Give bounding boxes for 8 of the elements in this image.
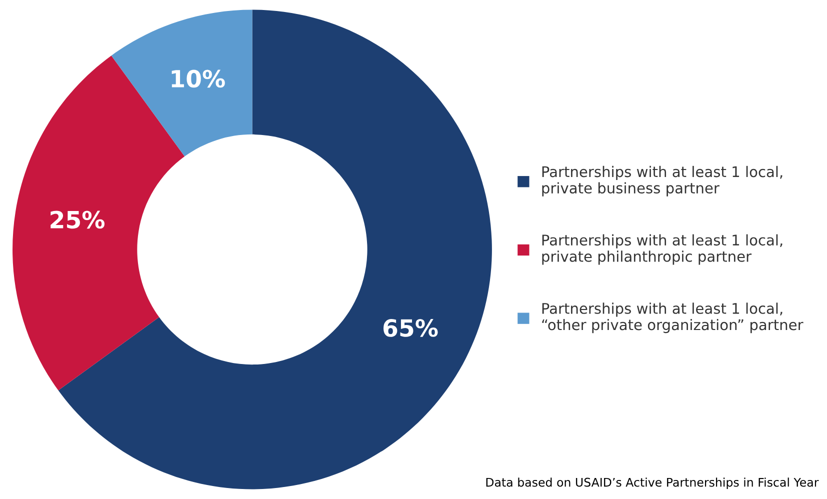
legend-label: Partnerships with at least 1 local, private business partner	[542, 166, 782, 196]
donut-slice	[111, 10, 252, 156]
text: Data based on USAID’s Active Partnerships in Fiscal Year	[486, 478, 819, 490]
data-label: 25%	[50, 210, 105, 229]
legend-label: Partnerships with at least 1 local, “other private organization” partner	[542, 302, 804, 334]
legend-label: Partnerships with at least 1 local, private philanthropic partner	[542, 234, 782, 265]
data-label: 65%	[383, 319, 438, 337]
data-label: 10%	[172, 70, 225, 88]
